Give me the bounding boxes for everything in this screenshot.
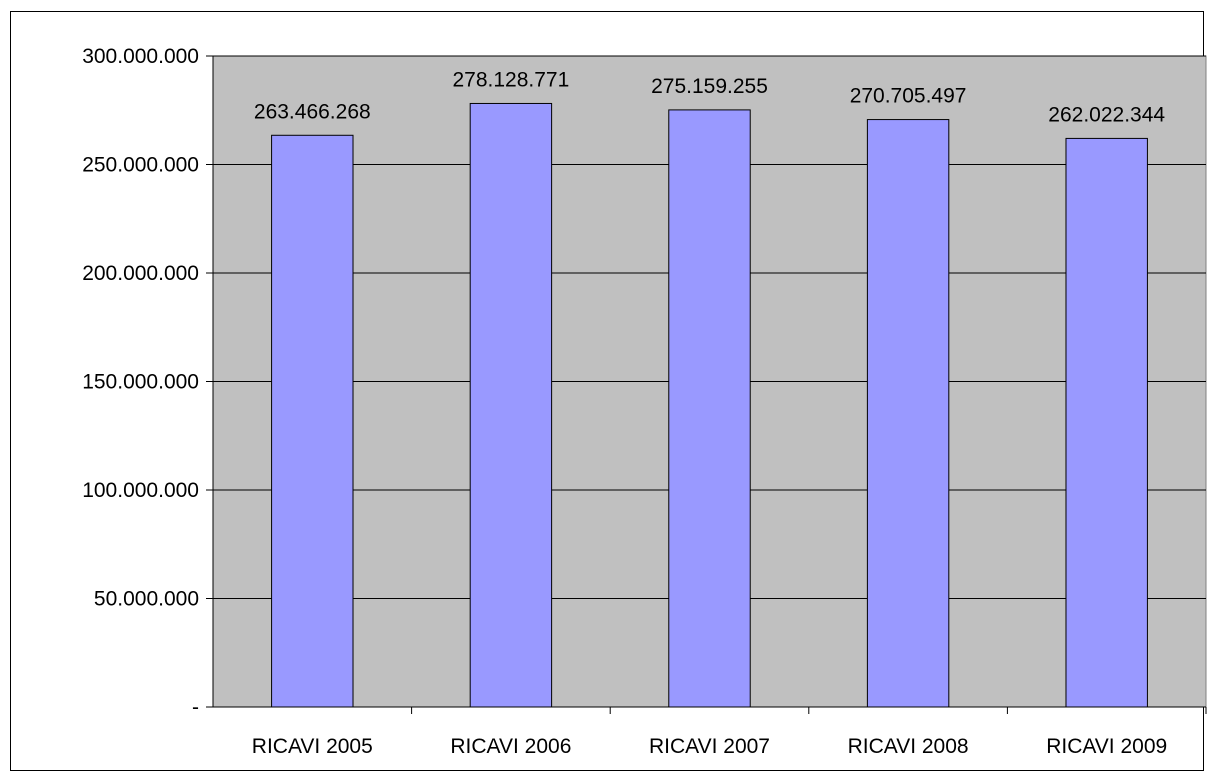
x-category-label: RICAVI 2005 [252,735,373,758]
bar [668,109,751,708]
y-tick-label: 50.000.000 [94,588,199,611]
y-tick-label: 200.000.000 [82,262,199,285]
y-tick-label: - [192,696,199,719]
x-category-label: RICAVI 2008 [848,735,969,758]
data-label: 262.022.344 [1048,103,1165,126]
data-label: 270.705.497 [850,85,967,108]
labels: - 50.000.000 100.000.000 150.000.000 200.000… [82,45,1167,758]
y-tick-label: 300.000.000 [82,45,199,68]
data-label: 275.159.255 [651,75,768,98]
bar [866,119,950,708]
y-tick-label: 150.000.000 [82,371,199,394]
y-tick-label: 250.000.000 [82,154,199,177]
bar [1065,137,1148,708]
data-label: 263.466.268 [254,100,371,123]
x-category-label: RICAVI 2007 [649,735,770,758]
axes [206,55,1207,714]
x-category-label: RICAVI 2009 [1046,735,1167,758]
data-label: 278.128.771 [453,68,570,91]
bar [271,134,354,708]
bars [271,102,1148,708]
y-tick-label: 100.000.000 [82,479,199,502]
x-category-label: RICAVI 2006 [450,735,571,758]
bar [469,102,553,708]
